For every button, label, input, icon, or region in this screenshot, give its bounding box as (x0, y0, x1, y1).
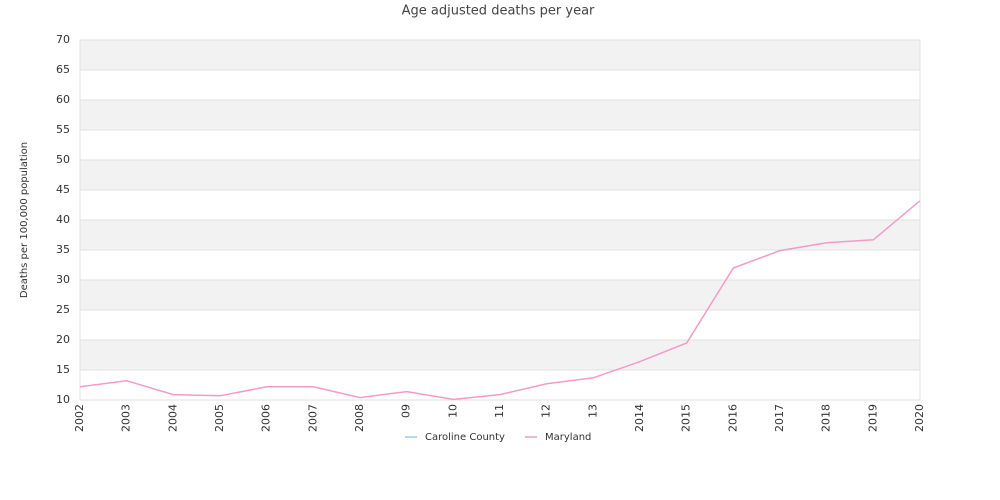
x-tick-label: 2008 (353, 404, 366, 432)
y-tick-label: 30 (56, 273, 70, 286)
y-tick-label: 45 (56, 183, 70, 196)
grid-band (80, 100, 920, 130)
x-tick-label: 2003 (120, 404, 133, 432)
y-tick-label: 55 (56, 123, 70, 136)
grid-band (80, 340, 920, 370)
y-tick-label: 20 (56, 333, 70, 346)
x-tick-label: 10 (446, 404, 459, 418)
x-tick-label: 2004 (166, 404, 179, 432)
x-tick-label: 12 (540, 404, 553, 418)
grid-band (80, 160, 920, 190)
x-tick-label: 2020 (913, 404, 926, 432)
y-tick-label: 65 (56, 63, 70, 76)
x-tick-label: 2007 (306, 404, 319, 432)
legend-label: Maryland (545, 432, 591, 443)
y-tick-label: 50 (56, 153, 70, 166)
x-tick-label: 13 (586, 404, 599, 418)
grid-band (80, 280, 920, 310)
y-tick-label: 10 (56, 393, 70, 406)
grid-band (80, 40, 920, 70)
x-tick-label: 2002 (73, 404, 86, 432)
x-tick-label: 2018 (820, 404, 833, 432)
y-tick-label: 60 (56, 93, 70, 106)
y-tick-label: 40 (56, 213, 70, 226)
grid-band (80, 220, 920, 250)
x-tick-label: 2015 (680, 404, 693, 432)
y-tick-label: 25 (56, 303, 70, 316)
x-tick-label: 2005 (213, 404, 226, 432)
y-tick-label: 35 (56, 243, 70, 256)
x-tick-label: 2014 (633, 404, 646, 432)
chart-title: Age adjusted deaths per year (402, 4, 595, 19)
line (79, 200, 921, 401)
x-tick-label: 2019 (866, 404, 879, 432)
y-tick-label: 70 (56, 33, 70, 46)
x-tick-label: 11 (493, 404, 506, 418)
y-tick-label: 15 (56, 363, 70, 376)
x-tick-label: 09 (400, 404, 413, 418)
x-tick-label: 2006 (260, 404, 273, 432)
legend-label: Caroline County (425, 432, 505, 443)
x-tick-label: 2016 (726, 404, 739, 432)
y-axis-label: Deaths per 100,000 population (19, 142, 30, 298)
x-tick-label: 2017 (773, 404, 786, 432)
